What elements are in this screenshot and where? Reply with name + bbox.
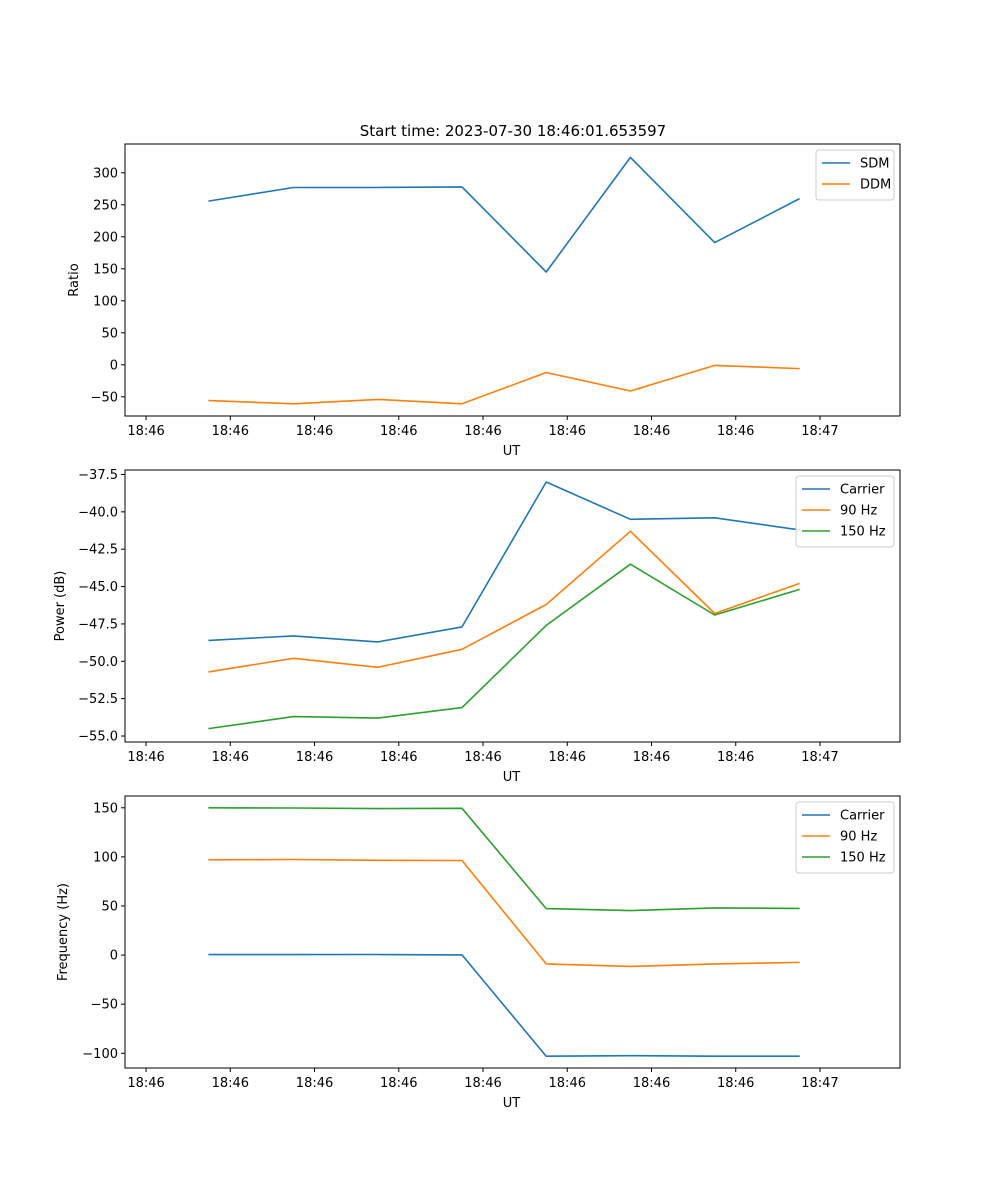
y-tick-label: −100 [82,1047,118,1062]
x-tick-label: 18:46 [464,750,501,765]
x-tick-label: 18:46 [380,1076,417,1091]
series-line-90-hz [208,530,800,673]
y-tick-label: −50 [91,390,118,405]
plot-frame [124,143,901,417]
y-axis-label: Frequency (Hz) [56,883,71,981]
y-tick-label: 150 [93,801,118,816]
legend-label: 150 Hz [840,851,886,866]
x-tick-label: 18:46 [633,750,670,765]
x-tick-label: 18:46 [380,424,417,439]
legend-label: DDM [860,178,891,193]
chart-panel-2: 18:46 18:46 18:46 18:46 18:46 18:46 18:46 18:46… [53,468,901,785]
y-axis-label: Ratio [67,263,82,296]
x-tick-label: 18:47 [801,1076,838,1091]
y-tick-label: 200 [93,230,118,245]
y-tick-label: 0 [110,358,118,373]
y-tick-label: 250 [93,198,118,213]
x-tick-label: 18:46 [549,1076,586,1091]
legend-label: Carrier [840,483,885,498]
x-tick-label: 18:46 [633,424,670,439]
legend-label: Carrier [840,809,885,824]
series-line-150-hz [208,806,800,912]
series-line-90-hz [208,858,800,968]
legend-box [795,801,895,874]
panels: 18:46 18:46 18:46 18:46 18:46 18:46 18:46 18:46… [53,143,901,1111]
legend-label: SDM [860,157,889,172]
x-tick-label: 18:46 [127,424,164,439]
y-tick-label: −47.5 [78,617,118,632]
y-tick-label: −50 [91,998,118,1013]
legend: SDM DDM [815,149,895,201]
x-tick-label: 18:46 [127,1076,164,1091]
x-tick-label: 18:46 [717,750,754,765]
y-tick-label: 300 [93,166,118,181]
x-axis-label: UT [503,1096,521,1111]
y-tick-label: 0 [110,949,118,964]
y-tick-label: −52.5 [78,692,118,707]
y-tick-label: −55.0 [78,730,118,745]
x-tick-label: 18:46 [212,1076,249,1091]
plot-frame [124,469,901,743]
figure-title: Start time: 2023-07-30 18:46:01.653597 [360,122,666,140]
x-axis-label: UT [503,770,521,785]
y-axis-label: Power (dB) [53,571,68,642]
y-tick-label: −50.0 [78,655,118,670]
legend: Carrier 90 Hz 150 Hz [795,475,895,548]
legend-label: 150 Hz [840,525,886,540]
x-tick-label: 18:46 [296,1076,333,1091]
plot-frame [124,795,901,1069]
x-tick-label: 18:46 [212,424,249,439]
x-tick-label: 18:46 [464,424,501,439]
y-tick-label: 150 [93,262,118,277]
legend-label: 90 Hz [840,504,877,519]
chart-panel-1: 18:46 18:46 18:46 18:46 18:46 18:46 18:46 18:46… [67,143,901,459]
y-tick-label: −37.5 [78,468,118,483]
x-tick-label: 18:46 [717,1076,754,1091]
y-tick-label: −42.5 [78,543,118,558]
legend-label: 90 Hz [840,830,877,845]
series-line-ddm [208,364,800,405]
y-tick-label: 100 [93,850,118,865]
y-tick-label: −45.0 [78,580,118,595]
x-tick-label: 18:46 [127,750,164,765]
x-tick-label: 18:46 [296,424,333,439]
y-tick-label: 50 [101,899,118,914]
y-tick-label: 50 [101,326,118,341]
legend: Carrier 90 Hz 150 Hz [795,801,895,874]
y-tick-label: 100 [93,294,118,309]
series-line-carrier [208,481,800,643]
x-tick-label: 18:46 [212,750,249,765]
y-tick-label: −40.0 [78,505,118,520]
x-tick-label: 18:47 [801,424,838,439]
x-tick-label: 18:47 [801,750,838,765]
legend-box [795,475,895,548]
x-tick-label: 18:46 [464,1076,501,1091]
chart-panel-3: 18:46 18:46 18:46 18:46 18:46 18:46 18:46 18:46… [56,795,901,1111]
series-line-carrier [208,953,800,1057]
series-line-150-hz [208,563,800,730]
x-tick-label: 18:46 [296,750,333,765]
x-tick-label: 18:46 [717,424,754,439]
x-tick-label: 18:46 [633,1076,670,1091]
x-tick-label: 18:46 [380,750,417,765]
series-line-sdm [208,156,800,273]
x-tick-label: 18:46 [549,750,586,765]
x-tick-label: 18:46 [549,424,586,439]
x-axis-label: UT [503,444,521,459]
